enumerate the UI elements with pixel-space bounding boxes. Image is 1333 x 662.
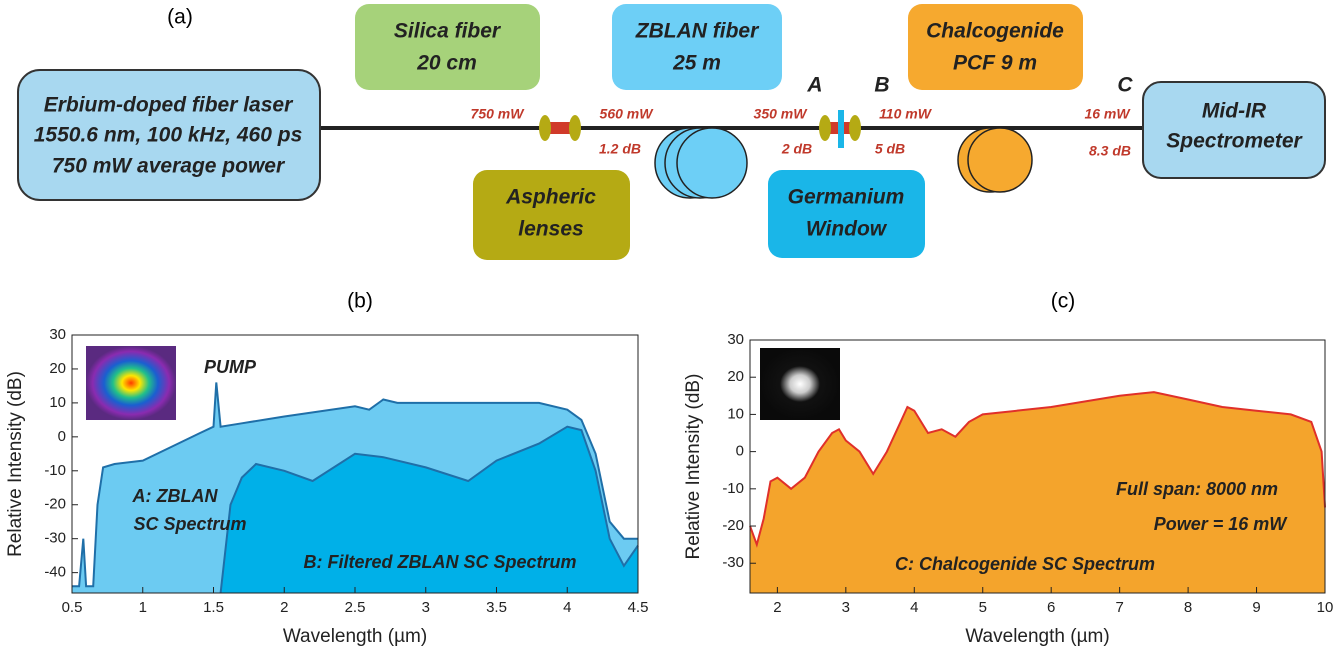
x-tick-label: 3.5	[486, 599, 507, 616]
x-axis-label: Wavelength (µm)	[283, 626, 427, 647]
area-fill	[220, 426, 638, 593]
point-label: A	[806, 74, 822, 97]
lens-1	[539, 115, 581, 141]
annotation: Full span: 8000 nm	[1116, 479, 1278, 499]
y-tick-label: -30	[44, 530, 66, 547]
annotation: A: ZBLAN	[132, 486, 219, 506]
y-tick-label: 20	[727, 368, 744, 385]
x-axis-label: Wavelength (µm)	[965, 626, 1109, 647]
x-tick-label: 5	[979, 599, 987, 616]
box-label: Erbium-doped fiber laser	[44, 94, 294, 117]
box-label: lenses	[518, 218, 583, 241]
inset-image	[760, 348, 840, 420]
x-tick-label: 3	[422, 599, 430, 616]
x-tick-label: 4	[563, 599, 571, 616]
lens-2	[819, 110, 861, 148]
x-tick-label: 1.5	[203, 599, 224, 616]
box-label: 25 m	[672, 52, 721, 75]
y-tick-label: 10	[727, 405, 744, 422]
panel-label: (a)	[167, 6, 193, 29]
y-axis-label: Relative Intensity (dB)	[5, 371, 26, 557]
y-tick-label: 0	[58, 428, 66, 445]
point-label: C	[1117, 74, 1133, 97]
annotation: Power = 16 mW	[1154, 514, 1289, 534]
zblan-box	[612, 4, 782, 90]
box-label: Silica fiber	[394, 20, 502, 43]
y-tick-label: 0	[736, 443, 744, 460]
y-tick-label: 30	[727, 331, 744, 348]
chalco-coil	[957, 127, 1033, 193]
panel-title: (b)	[347, 290, 373, 313]
lens-box	[473, 170, 630, 260]
y-tick-label: -20	[44, 496, 66, 513]
x-tick-label: 1	[139, 599, 147, 616]
annotation: C: Chalcogenide SC Spectrum	[895, 554, 1155, 574]
series-line	[219, 425, 639, 594]
box-label: Aspheric	[505, 186, 596, 209]
x-tick-label: 8	[1184, 599, 1192, 616]
y-tick-label: -40	[44, 564, 66, 581]
x-tick-label: 2.5	[345, 599, 366, 616]
box-label: 750 mW average power	[52, 155, 286, 178]
area-fill	[750, 392, 1325, 593]
measurement: 5 dB	[875, 141, 905, 157]
measurement: 1.2 dB	[599, 141, 641, 157]
measurement: 2 dB	[781, 141, 812, 157]
box-label: 1550.6 nm, 100 kHz, 460 ps	[34, 124, 303, 147]
box-label: PCF 9 m	[953, 52, 1037, 75]
spectrometer-box	[1142, 81, 1326, 179]
inset-image	[86, 346, 176, 420]
annotation: SC Spectrum	[133, 514, 246, 534]
measurement: 110 mW	[879, 106, 933, 122]
chalco-box	[908, 4, 1083, 90]
measurement: 350 mW	[754, 106, 809, 122]
x-tick-label: 6	[1047, 599, 1055, 616]
y-tick-label: 10	[49, 394, 66, 411]
x-tick-label: 0.5	[62, 599, 83, 616]
x-tick-label: 4.5	[628, 599, 649, 616]
box-label: Germanium	[788, 186, 905, 209]
x-tick-label: 9	[1252, 599, 1260, 616]
annotation: B: Filtered ZBLAN SC Spectrum	[303, 552, 576, 572]
x-tick-label: 2	[280, 599, 288, 616]
box-label: Mid-IR	[1202, 100, 1267, 123]
box-label: Chalcogenide	[926, 20, 1064, 43]
box-label: Window	[806, 218, 888, 241]
measurement: 750 mW	[471, 106, 526, 122]
y-tick-label: -10	[44, 462, 66, 479]
y-tick-label: -30	[722, 554, 744, 571]
plot-frame	[749, 339, 1326, 594]
series-line	[749, 391, 1326, 548]
x-tick-label: 4	[910, 599, 918, 616]
silica-box	[355, 4, 540, 90]
laser-box	[17, 69, 321, 201]
measurement: 8.3 dB	[1089, 143, 1131, 159]
y-tick-label: 20	[49, 360, 66, 377]
zblan-coil	[654, 127, 748, 199]
window-box	[768, 170, 925, 258]
measurement: 16 mW	[1084, 106, 1131, 122]
x-tick-label: 3	[842, 599, 850, 616]
box-label: 20 cm	[416, 52, 477, 75]
point-label: B	[874, 74, 889, 97]
x-tick-label: 7	[1115, 599, 1123, 616]
x-tick-label: 2	[773, 599, 781, 616]
y-tick-label: -20	[722, 517, 744, 534]
y-tick-label: -10	[722, 480, 744, 497]
y-tick-label: 30	[49, 326, 66, 343]
measurement: 560 mW	[600, 106, 655, 122]
box-label: ZBLAN fiber	[635, 20, 760, 43]
x-tick-label: 10	[1317, 599, 1333, 616]
panel-title: (c)	[1051, 290, 1076, 313]
box-label: Spectrometer	[1166, 130, 1303, 153]
series-line	[72, 382, 638, 588]
y-axis-label: Relative Intensity (dB)	[683, 374, 704, 560]
annotation: PUMP	[204, 357, 257, 377]
